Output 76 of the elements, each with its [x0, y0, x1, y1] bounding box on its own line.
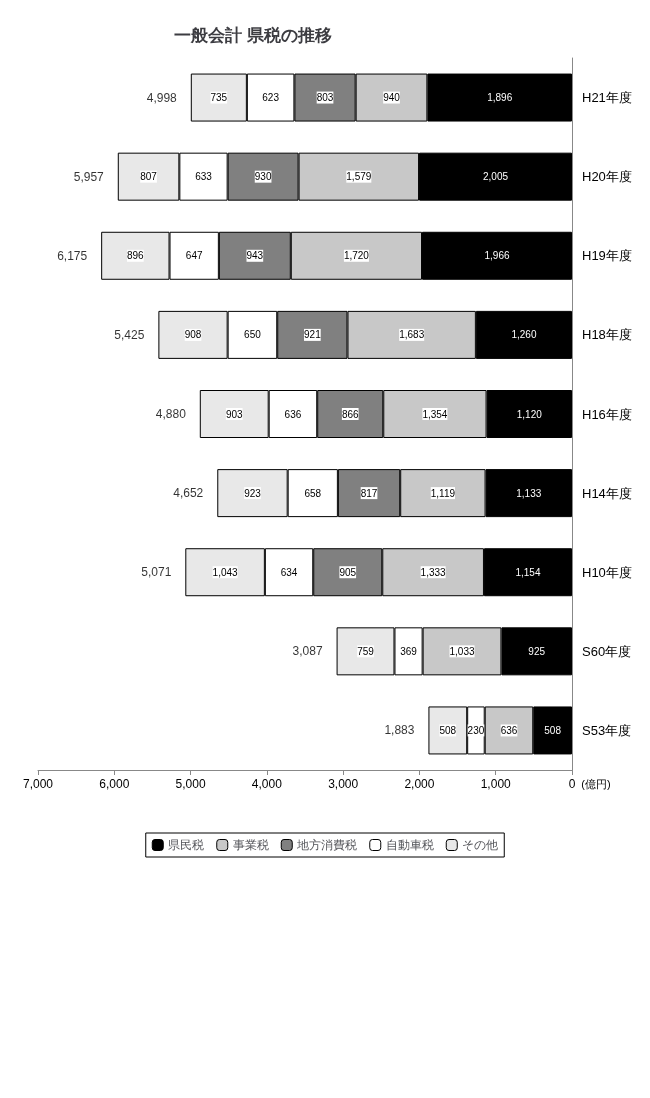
data-label: 1,043: [212, 566, 239, 578]
data-label: 1,683: [399, 329, 425, 341]
data-label: 658: [304, 487, 322, 499]
x-tick-label: 5,000: [175, 777, 206, 791]
data-label: 1,120: [516, 408, 543, 420]
data-label: 923: [244, 487, 262, 499]
data-label: 369: [400, 645, 418, 657]
y-tick-label: H19年度: [582, 248, 632, 264]
data-label: 1,966: [484, 250, 510, 262]
data-label: 1,033: [449, 645, 475, 657]
y-tick-label: H10年度: [582, 564, 632, 580]
legend-label: 県民税: [168, 838, 205, 852]
data-label: 1,260: [511, 329, 537, 341]
data-label: 903: [225, 408, 244, 420]
total-label: 3,087: [292, 644, 323, 659]
data-label: 636: [500, 724, 518, 736]
x-tick-label: 7,000: [22, 777, 54, 791]
y-tick-label: H21年度: [582, 90, 632, 106]
legend-label: その他: [462, 838, 499, 852]
data-label: 759: [357, 645, 375, 657]
data-label: 508: [439, 724, 457, 736]
data-label: 817: [360, 487, 378, 499]
legend-label: 事業税: [232, 838, 269, 852]
data-label: 930: [254, 171, 272, 183]
x-tick-label: 3,000: [328, 777, 359, 791]
data-label: 633: [195, 171, 213, 183]
data-label: 1,720: [343, 250, 370, 262]
data-label: 634: [280, 566, 298, 578]
x-axis-title: (億円): [581, 777, 611, 790]
total-label: 1,883: [384, 723, 415, 738]
x-tick-label: 1,000: [480, 777, 512, 791]
data-label: 230: [467, 724, 485, 736]
y-tick-label: H18年度: [582, 327, 632, 343]
data-label: 735: [210, 92, 228, 104]
total-label: 4,880: [155, 407, 187, 421]
chart-title: 一般会計 県税の推移: [174, 26, 332, 45]
total-label: 5,957: [73, 169, 105, 184]
x-tick-label: 2,000: [404, 777, 435, 791]
data-label: 647: [185, 250, 203, 262]
data-label: 1,896: [487, 92, 513, 104]
y-tick-label: H14年度: [582, 485, 632, 501]
legend-label: 地方消費税: [296, 838, 358, 852]
total-label: 4,652: [173, 486, 204, 501]
data-label: 943: [246, 250, 264, 262]
total-label: 6,175: [57, 248, 88, 263]
data-label: 803: [316, 92, 334, 104]
data-label: 1,354: [422, 408, 448, 420]
data-label: 940: [383, 92, 401, 104]
y-tick-label: H16年度: [582, 406, 632, 422]
data-label: 636: [284, 408, 302, 420]
data-label: 623: [262, 92, 280, 104]
data-label: 1,579: [346, 171, 372, 183]
data-label: 1,119: [430, 487, 456, 499]
total-label: 5,425: [114, 327, 145, 342]
data-label: 807: [140, 171, 158, 183]
total-label: 4,998: [146, 90, 178, 105]
data-label: 650: [244, 329, 262, 341]
data-label: 921: [304, 329, 322, 341]
x-tick-label: 0: [568, 777, 576, 791]
x-tick-label: 4,000: [251, 777, 283, 791]
data-label: 866: [341, 408, 360, 420]
data-label: 896: [127, 250, 145, 262]
data-label: 1,133: [516, 487, 542, 499]
total-label: 5,071: [141, 565, 172, 580]
data-label: 2,005: [483, 171, 509, 183]
y-tick-label: S60年度: [582, 643, 632, 659]
data-label: 508: [544, 724, 562, 736]
data-label: 908: [184, 329, 202, 341]
y-tick-label: S53年度: [582, 722, 632, 738]
data-label: 1,154: [515, 566, 541, 578]
data-label: 925: [528, 645, 546, 657]
x-tick-label: 6,000: [99, 777, 130, 791]
data-label: 1,333: [420, 566, 447, 578]
legend-label: 自動車税: [385, 838, 434, 852]
data-label: 905: [339, 566, 357, 578]
y-tick-label: H20年度: [582, 169, 632, 185]
